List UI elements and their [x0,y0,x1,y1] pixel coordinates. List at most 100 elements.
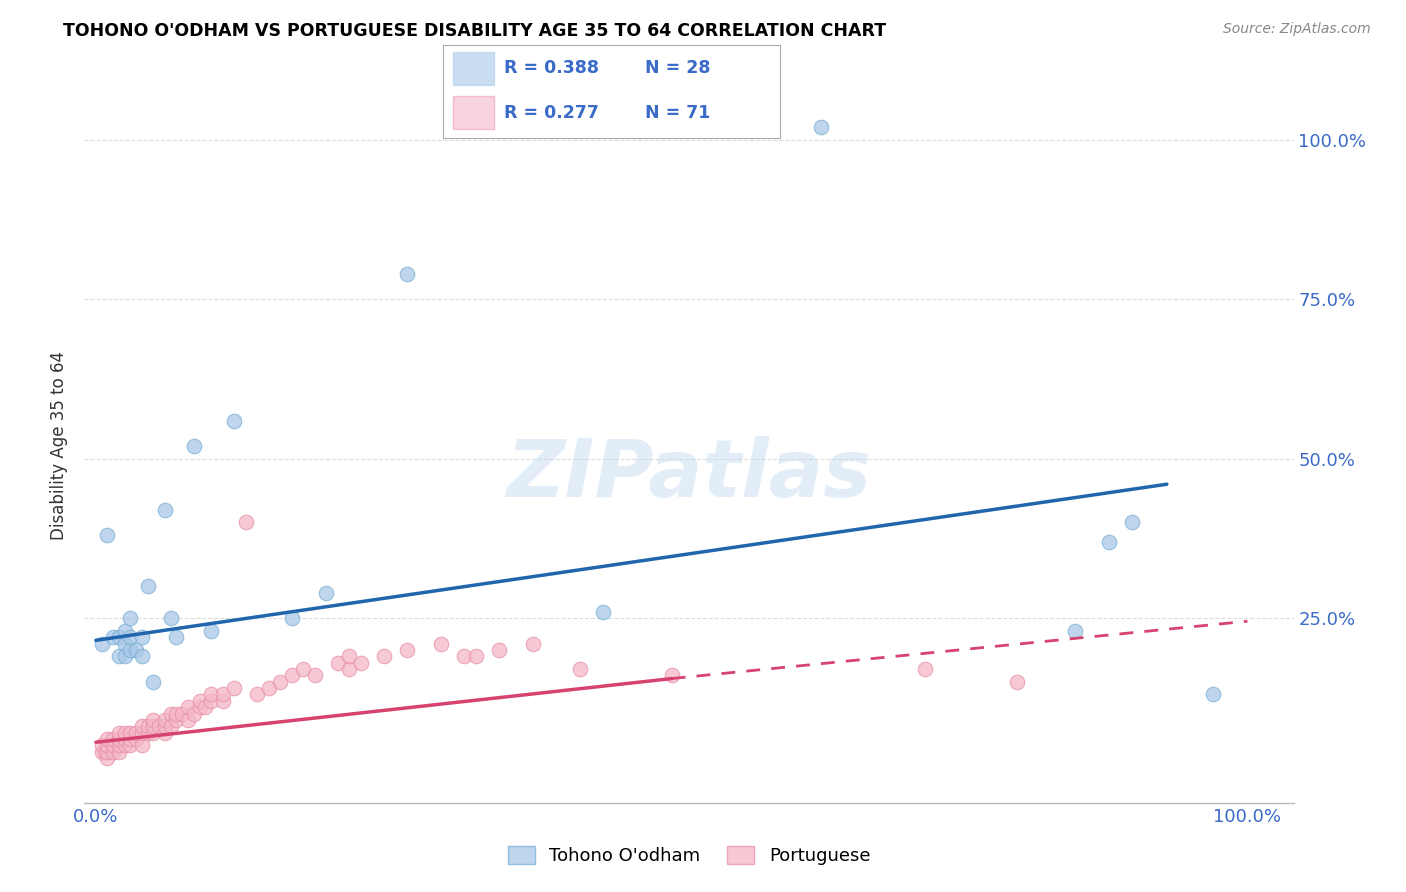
Point [153,502,176,516]
Y-axis label: Disability Age 35 to 64: Disability Age 35 to 64 [51,351,69,541]
Point [257,681,280,695]
Point [120,725,142,739]
Point [592,605,614,619]
Point [183,706,205,721]
Point [246,688,269,702]
Point [159,719,181,733]
Point [166,630,188,644]
Point [153,719,176,733]
Point [211,688,233,702]
Point [101,739,124,753]
Point [177,713,200,727]
Point [96,528,118,542]
Point [200,688,222,702]
Point [136,719,159,733]
Point [1005,674,1028,689]
Point [131,630,153,644]
Point [326,656,349,670]
Point [131,725,153,739]
Point [131,649,153,664]
Point [1202,688,1225,702]
Point [522,636,544,650]
Point [280,611,302,625]
Point [350,656,373,670]
Point [177,700,200,714]
Point [96,745,118,759]
Point [120,739,142,753]
Point [200,694,222,708]
Point [488,643,510,657]
Point [222,681,245,695]
Point [568,662,591,676]
Point [148,719,170,733]
Point [194,700,217,714]
Point [166,706,188,721]
Point [120,611,142,625]
Point [464,649,486,664]
Point [120,643,142,657]
Point [142,713,165,727]
Point [114,636,136,650]
Text: TOHONO O'ODHAM VS PORTUGUESE DISABILITY AGE 35 TO 64 CORRELATION CHART: TOHONO O'ODHAM VS PORTUGUESE DISABILITY … [63,22,886,40]
Point [136,579,159,593]
Point [108,732,131,747]
Point [101,745,124,759]
Point [188,700,211,714]
Text: N = 71: N = 71 [645,103,710,121]
Text: ZIPatlas: ZIPatlas [506,435,872,514]
Point [159,611,181,625]
Point [430,636,453,650]
Point [101,630,124,644]
Point [159,706,181,721]
Legend: Tohono O'odham, Portuguese: Tohono O'odham, Portuguese [508,846,870,865]
Point [120,732,142,747]
Point [1121,516,1143,530]
Point [108,649,131,664]
Point [125,732,148,747]
Point [142,674,165,689]
FancyBboxPatch shape [453,52,494,85]
FancyBboxPatch shape [453,96,494,129]
Point [131,719,153,733]
Point [304,668,326,682]
Point [114,624,136,638]
Point [395,643,418,657]
Point [337,662,360,676]
Point [153,713,176,727]
Point [1063,624,1085,638]
Point [914,662,936,676]
Point [373,649,395,664]
Point [114,725,136,739]
Point [1098,534,1121,549]
Point [90,745,112,759]
Text: R = 0.277: R = 0.277 [503,103,599,121]
Point [810,120,832,135]
Point [108,745,131,759]
Point [90,739,112,753]
Point [131,739,153,753]
Point [94,745,117,759]
Point [125,643,148,657]
Text: Source: ZipAtlas.com: Source: ZipAtlas.com [1223,22,1371,37]
Point [188,694,211,708]
Point [114,732,136,747]
Point [125,725,148,739]
Point [108,630,131,644]
Point [142,719,165,733]
Point [96,751,118,765]
Point [315,585,337,599]
Point [108,732,131,747]
Point [172,706,194,721]
Point [90,636,112,650]
Point [211,694,233,708]
Point [108,725,131,739]
Point [222,413,245,427]
Text: N = 28: N = 28 [645,60,711,78]
Point [108,739,131,753]
Point [453,649,475,664]
Point [136,725,159,739]
Point [661,668,683,682]
Point [96,732,118,747]
Point [96,739,118,753]
Point [153,725,176,739]
